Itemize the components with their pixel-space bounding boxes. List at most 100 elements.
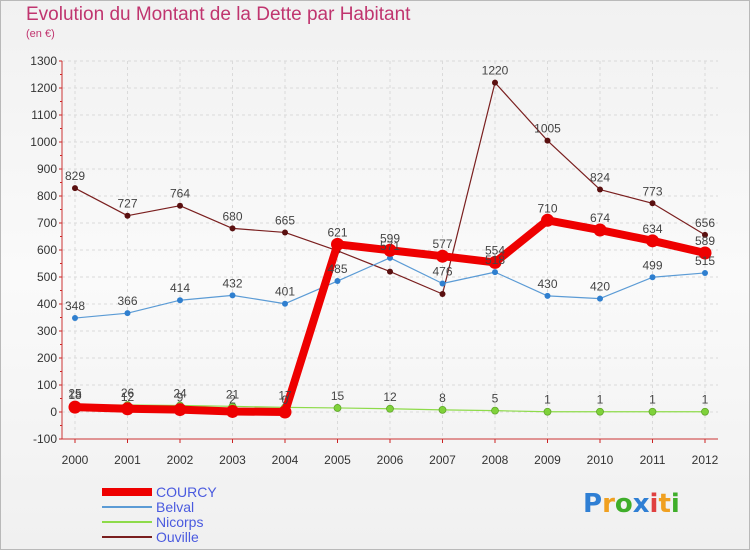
logo-letter: x: [632, 489, 650, 519]
data-point-belval: [649, 274, 656, 281]
data-point-courcy: [331, 237, 344, 251]
data-point-nicorps: [491, 406, 499, 415]
logo-letter: o: [614, 489, 633, 519]
data-point-ouville: [177, 202, 183, 209]
data-label-belval: 414: [170, 281, 190, 295]
logo-letter: r: [602, 489, 615, 519]
data-point-belval: [334, 278, 341, 285]
data-label-ouville: 829: [65, 169, 85, 183]
data-point-courcy: [436, 249, 449, 263]
data-point-ouville: [702, 231, 708, 238]
x-tick-label: 2005: [324, 453, 351, 467]
x-tick-label: 2011: [640, 453, 666, 467]
data-label-nicorps: 1: [544, 393, 551, 407]
data-label-belval: 432: [222, 276, 242, 290]
legend-swatch-belval: [102, 506, 152, 508]
data-point-ouville: [597, 186, 603, 193]
data-label-belval: 366: [117, 294, 137, 308]
data-point-belval: [702, 269, 708, 276]
y-tick-label: 900: [37, 162, 57, 176]
data-label-courcy: 710: [537, 201, 557, 215]
logo-letter: P: [583, 489, 603, 519]
x-tick-label: 2002: [167, 453, 194, 467]
data-label-courcy: 621: [327, 225, 347, 239]
data-label-ouville: 656: [695, 216, 715, 230]
data-label-courcy: 589: [695, 234, 715, 248]
y-tick-label: 400: [37, 297, 57, 311]
data-label-courcy: 634: [642, 222, 662, 236]
data-point-ouville: [492, 79, 498, 86]
legend-swatch-courcy: [102, 488, 152, 496]
data-label-nicorps: 26: [121, 386, 135, 400]
y-tick-label: 1100: [31, 108, 57, 122]
y-tick-label: 100: [37, 378, 57, 392]
y-tick-label: 0: [50, 405, 57, 419]
data-label-belval: 348: [65, 299, 85, 313]
data-label-nicorps: 1: [702, 393, 709, 407]
data-label-courcy: 18: [68, 388, 82, 402]
data-label-ouville: 764: [170, 187, 190, 201]
data-point-nicorps: [386, 404, 394, 413]
logo-letter: i: [670, 489, 680, 519]
x-tick-label: 2001: [114, 453, 141, 467]
data-point-nicorps: [648, 407, 657, 416]
data-label-ouville: 680: [222, 209, 242, 223]
data-label-nicorps: 17: [278, 388, 292, 402]
data-label-nicorps: 12: [383, 390, 397, 404]
legend-item-courcy: COURCY: [102, 485, 302, 500]
data-point-ouville: [544, 137, 551, 144]
data-label-courcy: 0: [282, 393, 289, 407]
data-point-courcy: [698, 246, 712, 260]
x-tick-label: 2000: [62, 453, 89, 467]
x-tick-label: 2012: [692, 453, 719, 467]
data-point-courcy: [646, 234, 659, 248]
data-label-belval: 430: [537, 277, 557, 291]
data-point-ouville: [439, 291, 446, 298]
data-label-nicorps: 21: [226, 387, 240, 401]
legend-item-nicorps: Nicorps: [102, 515, 302, 530]
data-label-belval: 476: [432, 264, 452, 278]
data-point-ouville: [282, 229, 288, 236]
data-point-courcy: [541, 213, 554, 227]
data-label-nicorps: 25: [68, 386, 82, 400]
data-label-courcy: 2: [229, 392, 236, 406]
data-label-ouville: 665: [275, 213, 295, 227]
x-tick-label: 2009: [534, 453, 561, 467]
data-label-ouville: 773: [642, 184, 662, 198]
data-label-belval: 401: [275, 285, 295, 299]
y-tick-label: 800: [37, 189, 57, 203]
x-tick-label: 2004: [272, 453, 299, 467]
data-label-ouville: 824: [590, 171, 610, 185]
data-point-belval: [124, 310, 131, 317]
legend-swatch-ouville: [102, 536, 152, 538]
y-tick-label: 200: [37, 351, 57, 365]
data-point-ouville: [124, 212, 131, 219]
data-point-courcy: [68, 400, 82, 414]
data-label-belval: 499: [642, 258, 662, 272]
data-point-belval: [177, 297, 183, 304]
data-label-ouville: 1220: [482, 64, 509, 78]
data-point-courcy: [488, 255, 502, 269]
data-label-nicorps: 1: [649, 393, 656, 407]
data-point-courcy: [593, 223, 607, 237]
y-tick-label: 700: [37, 216, 57, 230]
data-label-nicorps: 15: [331, 389, 345, 403]
data-label-belval: 515: [695, 254, 715, 268]
data-label-belval: 420: [590, 280, 610, 294]
y-tick-label: 1300: [30, 54, 57, 68]
chart-subtitle: (en €): [26, 28, 55, 40]
data-label-nicorps: 5: [492, 392, 499, 406]
data-point-courcy: [226, 404, 239, 418]
proxiti-logo: Proxiti: [583, 489, 680, 519]
x-tick-label: 2007: [429, 453, 456, 467]
y-tick-label: 1000: [30, 135, 57, 149]
data-point-courcy: [121, 402, 134, 416]
legend-label-courcy: COURCY: [156, 484, 217, 500]
data-point-belval: [439, 280, 446, 287]
y-tick-label: 500: [37, 270, 57, 284]
data-label-courcy: 674: [590, 211, 610, 225]
data-point-belval: [229, 292, 236, 299]
data-label-courcy: 9: [177, 391, 184, 405]
data-point-courcy: [173, 403, 187, 417]
